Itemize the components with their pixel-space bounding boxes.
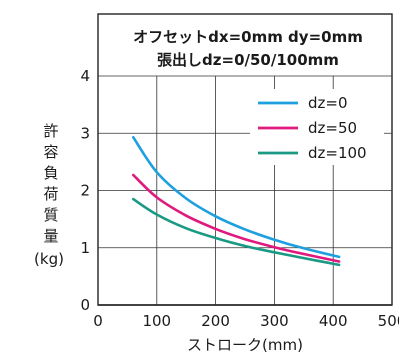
y-axis-title-char: 負 [43, 164, 58, 182]
y-axis-title-char: 質 [43, 206, 58, 224]
y-axis-title-char: 量 [43, 227, 58, 245]
y-tick-label: 1 [80, 239, 90, 257]
x-tick-label: 300 [260, 312, 289, 330]
x-tick-label: 200 [201, 312, 230, 330]
x-tick-label: 500 [378, 312, 399, 330]
legend: dz=0 dz=50 dz=100 [250, 89, 384, 165]
chart-title-line-1: オフセットdx=0mm dy=0mm [133, 28, 363, 46]
series-lines [132, 136, 341, 267]
series-line-dz-100 [132, 197, 341, 267]
y-axis-title-char: 容 [43, 143, 58, 161]
y-tick-label: 2 [80, 182, 90, 200]
y-tick-label: 0 [80, 296, 90, 314]
x-tick-label: 0 [93, 312, 103, 330]
legend-label: dz=0 [308, 94, 348, 112]
y-tick-label: 4 [80, 67, 90, 85]
x-axis-title: ストローク(mm) [187, 336, 303, 354]
y-tick-label: 3 [80, 124, 90, 142]
x-tick-label: 400 [319, 312, 348, 330]
title-box [112, 24, 384, 74]
legend-label: dz=100 [308, 144, 367, 162]
tick-labels: 0 100 200 300 400 500 0 1 2 3 4 [80, 67, 399, 330]
y-axis-title-char: 荷 [43, 185, 58, 203]
y-axis-title-char: 許 [43, 122, 58, 140]
chart-title-line-2: 張出しdz=0/50/100mm [157, 51, 339, 69]
y-axis-unit: (kg) [34, 250, 64, 268]
series-line-dz-50 [132, 173, 341, 263]
x-tick-label: 100 [142, 312, 171, 330]
series-line-dz-0 [132, 136, 341, 259]
legend-label: dz=50 [308, 119, 357, 137]
